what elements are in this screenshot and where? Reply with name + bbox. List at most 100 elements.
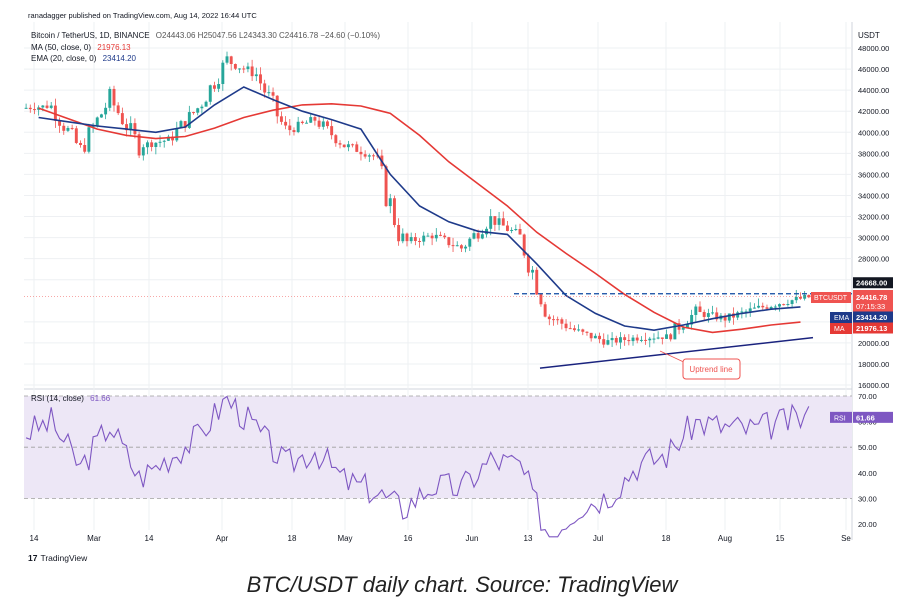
candle-body [598, 335, 602, 340]
candle-body [761, 305, 765, 308]
symbol-line: Bitcoin / TetherUS, 1D, BINANCE O24443.0… [31, 31, 384, 40]
candle-body [95, 117, 99, 126]
candle-body [372, 155, 375, 157]
candle-body [405, 233, 409, 242]
candle-body [430, 235, 434, 239]
candle-body [150, 142, 154, 147]
rsi-tick-label: 50.00 [858, 443, 877, 452]
rsi-price-tag: 61.66 [856, 413, 875, 422]
candle-body [690, 314, 694, 325]
candle-body [338, 143, 342, 145]
candle-body [639, 339, 643, 341]
x-tick-label: 18 [662, 534, 671, 543]
candle-body [480, 234, 484, 239]
y-tick-label: 38000.00 [858, 149, 889, 158]
y-tick-label: 44000.00 [858, 86, 889, 95]
candle-body [275, 95, 279, 117]
candle-body [434, 234, 438, 239]
candle-body [589, 332, 593, 339]
candle-body [572, 328, 576, 331]
candle-body [355, 144, 359, 152]
candle-body [238, 68, 242, 70]
candle-body [501, 218, 505, 226]
rsi-tick-label: 30.00 [858, 494, 877, 503]
candle-body [627, 340, 631, 342]
candle-body [83, 145, 87, 152]
candle-body [585, 331, 589, 333]
x-tick-label: Mar [87, 534, 101, 543]
candle-body [526, 255, 530, 273]
candle-body [104, 107, 108, 115]
ema20-line [38, 86, 801, 332]
candle-body [522, 234, 526, 256]
uptrend-callout [682, 358, 741, 380]
candle-body [648, 338, 652, 341]
candle-body [58, 120, 62, 126]
uptrend-callout-text: Uptrend line [689, 365, 733, 374]
candle-body [175, 128, 179, 141]
candle-body [279, 116, 283, 122]
candle-body [49, 105, 53, 108]
y-tick-label: 32000.00 [858, 213, 889, 222]
candle-body [790, 300, 794, 305]
btc-symbol-tag: BTCUSDT [814, 295, 848, 302]
candle-body [217, 83, 221, 89]
candle-body [133, 123, 137, 135]
candle-body [250, 66, 254, 77]
candle-body [723, 315, 727, 321]
candle-body [568, 328, 572, 330]
ma-legend: MA (50, close, 0) 21976.13 [31, 43, 135, 52]
candle-body [560, 319, 564, 324]
candle-body [635, 337, 639, 341]
ohlc-values: O24443.06 H25047.56 L24343.30 C24416.78 … [155, 31, 380, 40]
ema-name-tag-bg [830, 312, 852, 323]
x-tick-label: Jul [593, 534, 603, 543]
candle-body [259, 74, 262, 84]
x-tick-label: Jun [466, 534, 479, 543]
candle-body [439, 234, 442, 236]
btc-symbol-tag-bg [811, 292, 851, 303]
y-tick-label: 40000.00 [858, 128, 889, 137]
candle-body [166, 136, 170, 141]
candle-body [794, 296, 798, 301]
candle-body [539, 294, 543, 305]
candle-body [24, 107, 28, 109]
candle-body [221, 62, 225, 84]
candle-body [669, 334, 673, 340]
candle-body [288, 125, 292, 131]
candle-body [112, 88, 116, 106]
candle-body [413, 237, 417, 241]
chart-caption: BTC/USDT daily chart. Source: TradingVie… [246, 572, 678, 597]
candle-body [321, 121, 325, 127]
candle-body [208, 85, 212, 102]
candle-body [581, 329, 585, 332]
candle-body [363, 154, 367, 157]
candle-body [514, 229, 518, 231]
candle-body [497, 218, 501, 225]
candle-body [32, 109, 36, 111]
candle-body [807, 294, 811, 298]
rsi-legend-value: 61.66 [90, 394, 111, 403]
candle-body [602, 339, 606, 345]
candle-body [74, 128, 78, 143]
candle-body [798, 296, 802, 299]
candle-body [129, 123, 133, 131]
candle-body [263, 83, 267, 93]
candle-body [711, 312, 715, 314]
candle-body [317, 120, 321, 127]
currency-label: USDT [858, 31, 880, 40]
candle-body [141, 147, 145, 156]
candle-body [459, 245, 463, 249]
candle-body [493, 216, 497, 225]
candle-body [543, 304, 547, 317]
rsi-price-tag-bg [853, 411, 893, 423]
ma-price-tag: 21976.13 [856, 324, 887, 333]
candle-body [305, 122, 309, 124]
btc-time-tag: 07:15:33 [856, 302, 885, 311]
candle-body [292, 130, 296, 133]
candle-body [472, 233, 476, 239]
tradingview-logo-text: TradingView [40, 553, 88, 563]
x-tick-label: 18 [288, 534, 297, 543]
x-tick-label: 14 [30, 534, 39, 543]
